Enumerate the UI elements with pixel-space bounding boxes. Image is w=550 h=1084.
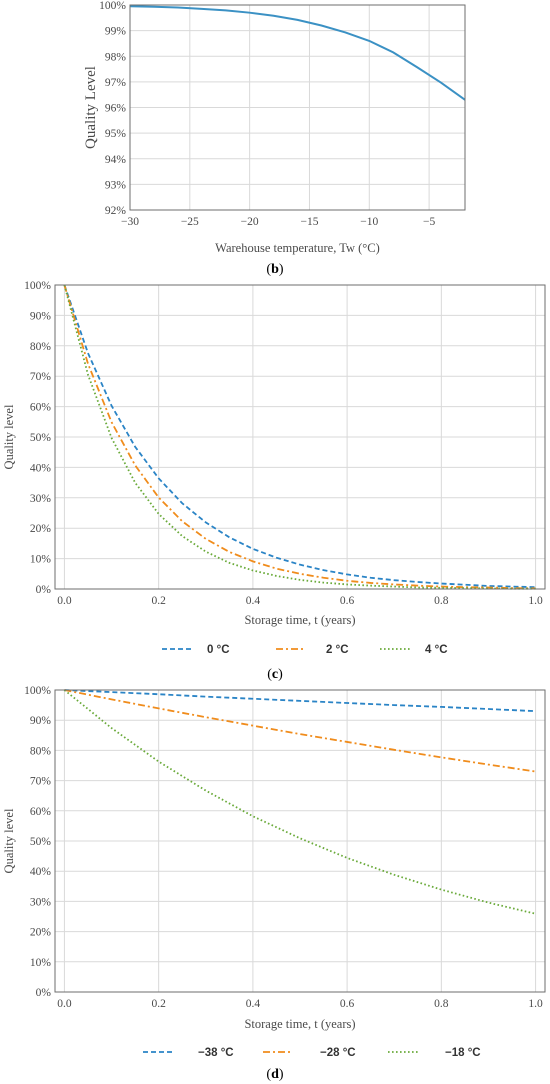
x-tick-label: 0.6 <box>340 998 355 1010</box>
caption-close: ) <box>278 667 283 682</box>
series-line-28C <box>64 689 536 773</box>
caption-open: ( <box>266 262 271 277</box>
caption-open: ( <box>267 667 272 682</box>
x-tick-label: 0.4 <box>246 998 261 1010</box>
panel-caption: (b) <box>266 262 283 277</box>
y-tick-label: 100% <box>24 685 51 697</box>
x-axis-label: Warehouse temperature, Tw (°C) <box>215 241 380 255</box>
y-tick-label: 20% <box>30 523 52 535</box>
y-tick-label: 10% <box>30 957 52 969</box>
y-tick-label: 40% <box>30 462 52 474</box>
y-tick-label: 100% <box>24 280 51 292</box>
y-tick-label: 80% <box>30 745 52 757</box>
x-tick-label: −25 <box>181 216 199 228</box>
y-tick-label: 20% <box>30 927 52 939</box>
y-tick-label: 95% <box>105 128 127 140</box>
y-tick-label: 0% <box>36 987 52 999</box>
x-tick-label: 1.0 <box>528 998 543 1010</box>
y-tick-label: 50% <box>30 432 52 444</box>
y-tick-label: 10% <box>30 554 52 566</box>
y-tick-label: 60% <box>30 806 52 818</box>
x-tick-label: −5 <box>423 216 435 228</box>
y-tick-label: 99% <box>105 26 127 38</box>
series-line-main <box>129 5 466 101</box>
plot-frame <box>129 4 466 211</box>
series-line-0C <box>63 284 536 589</box>
series-line-2C <box>63 284 536 590</box>
x-axis-label: Storage time, t (years) <box>244 613 355 627</box>
legend-label: 4 °C <box>425 644 448 656</box>
panel-caption: (d) <box>266 1067 283 1082</box>
caption-letter: b <box>271 262 279 277</box>
y-tick-label: 60% <box>30 402 52 414</box>
y-tick-label: 70% <box>30 776 52 788</box>
series-line-38C <box>64 689 536 713</box>
y-axis-label: Quality level <box>2 808 16 873</box>
x-tick-label: 0.8 <box>434 998 449 1010</box>
y-axis-label: Quality level <box>2 404 16 469</box>
y-tick-label: 90% <box>30 715 52 727</box>
y-tick-label: 97% <box>105 77 127 89</box>
legend-label: 0 °C <box>207 644 230 656</box>
x-tick-label: −30 <box>121 216 139 228</box>
plot-frame <box>54 284 546 590</box>
y-tick-label: 80% <box>30 341 52 353</box>
legend-label: −18 °C <box>445 1047 481 1059</box>
x-tick-label: 0.0 <box>57 595 72 607</box>
series-line-18C <box>63 689 536 915</box>
y-tick-label: 0% <box>36 584 52 596</box>
x-tick-label: 0.8 <box>434 595 449 607</box>
y-tick-label: 30% <box>30 493 52 505</box>
caption-letter: d <box>271 1067 279 1082</box>
y-tick-label: 90% <box>30 310 52 322</box>
y-tick-label: 50% <box>30 836 52 848</box>
caption-letter: c <box>272 667 278 682</box>
caption-close: ) <box>279 262 284 277</box>
x-tick-label: −20 <box>241 216 259 228</box>
caption-close: ) <box>279 1067 284 1082</box>
x-tick-label: −10 <box>360 216 378 228</box>
y-tick-label: 70% <box>30 371 52 383</box>
y-tick-label: 93% <box>105 179 127 191</box>
y-tick-label: 92% <box>105 205 127 217</box>
y-tick-label: 98% <box>105 51 127 63</box>
series-line-4C <box>63 284 536 590</box>
x-tick-label: −15 <box>300 216 318 228</box>
x-tick-label: 0.2 <box>151 998 166 1010</box>
x-tick-label: 0.6 <box>340 595 355 607</box>
y-tick-label: 40% <box>30 866 52 878</box>
caption-open: ( <box>266 1067 271 1082</box>
legend-label: −38 °C <box>198 1047 234 1059</box>
x-tick-label: 0.2 <box>151 595 166 607</box>
x-tick-label: 0.0 <box>57 998 72 1010</box>
y-axis-label: Quality Level <box>83 66 99 149</box>
panel-caption: (c) <box>267 667 283 682</box>
y-tick-label: 94% <box>105 154 127 166</box>
x-tick-label: 0.4 <box>246 595 261 607</box>
y-tick-label: 100% <box>99 0 126 12</box>
y-tick-label: 96% <box>105 103 127 115</box>
plot-frame <box>54 689 546 993</box>
x-tick-label: 1.0 <box>528 595 543 607</box>
legend-label: 2 °C <box>326 644 349 656</box>
y-tick-label: 30% <box>30 896 52 908</box>
x-axis-label: Storage time, t (years) <box>244 1017 355 1031</box>
legend-label: −28 °C <box>320 1047 356 1059</box>
